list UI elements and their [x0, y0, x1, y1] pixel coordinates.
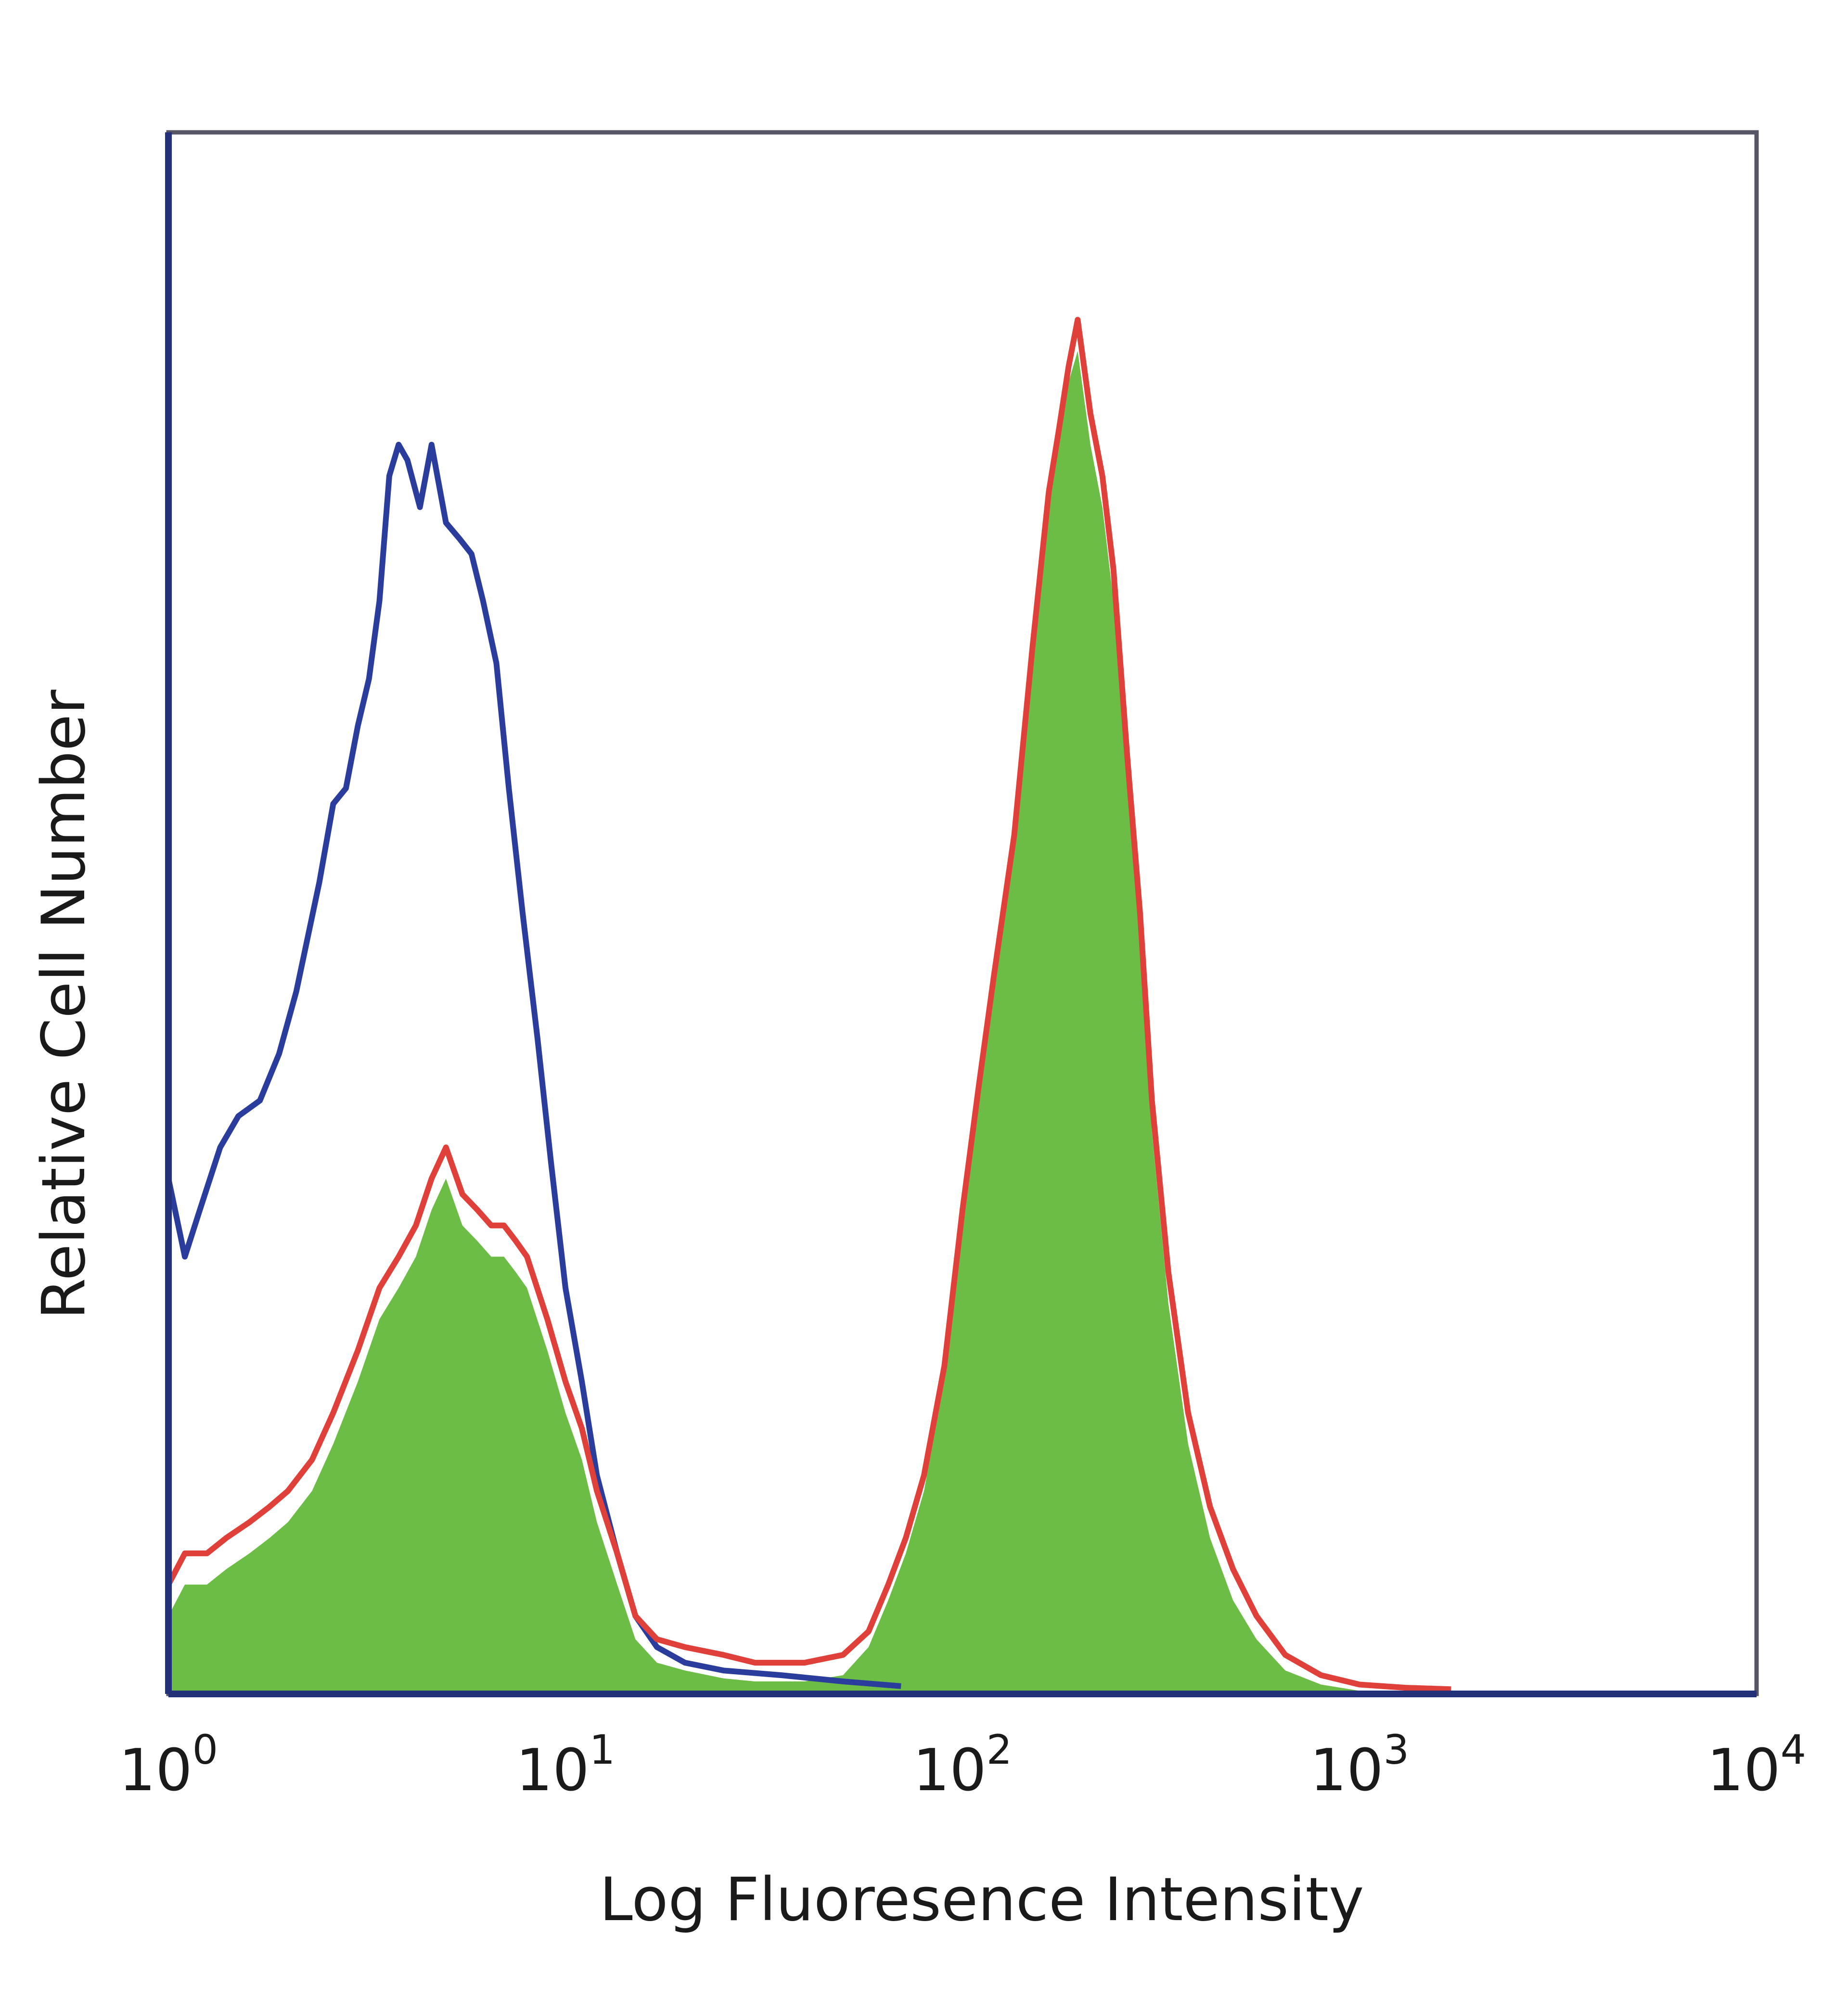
y-axis-label: Relative Cell Number: [29, 690, 99, 1320]
x-tick-label-1: 101: [516, 1726, 615, 1804]
histogram-filled-area-2: [168, 351, 1451, 1694]
x-tick-labels: 100 101 102 103 104: [119, 1726, 1806, 1804]
x-tick-label-3: 103: [1310, 1726, 1409, 1804]
x-axis-label: Log Fluoresence Intensity: [600, 1865, 1364, 1935]
x-tick-label-4: 104: [1707, 1726, 1806, 1804]
x-tick-label-2: 102: [913, 1726, 1012, 1804]
histogram-outline-1: [166, 317, 1451, 1692]
series-layer: [166, 317, 1451, 1694]
x-tick-label-0: 100: [119, 1726, 218, 1804]
